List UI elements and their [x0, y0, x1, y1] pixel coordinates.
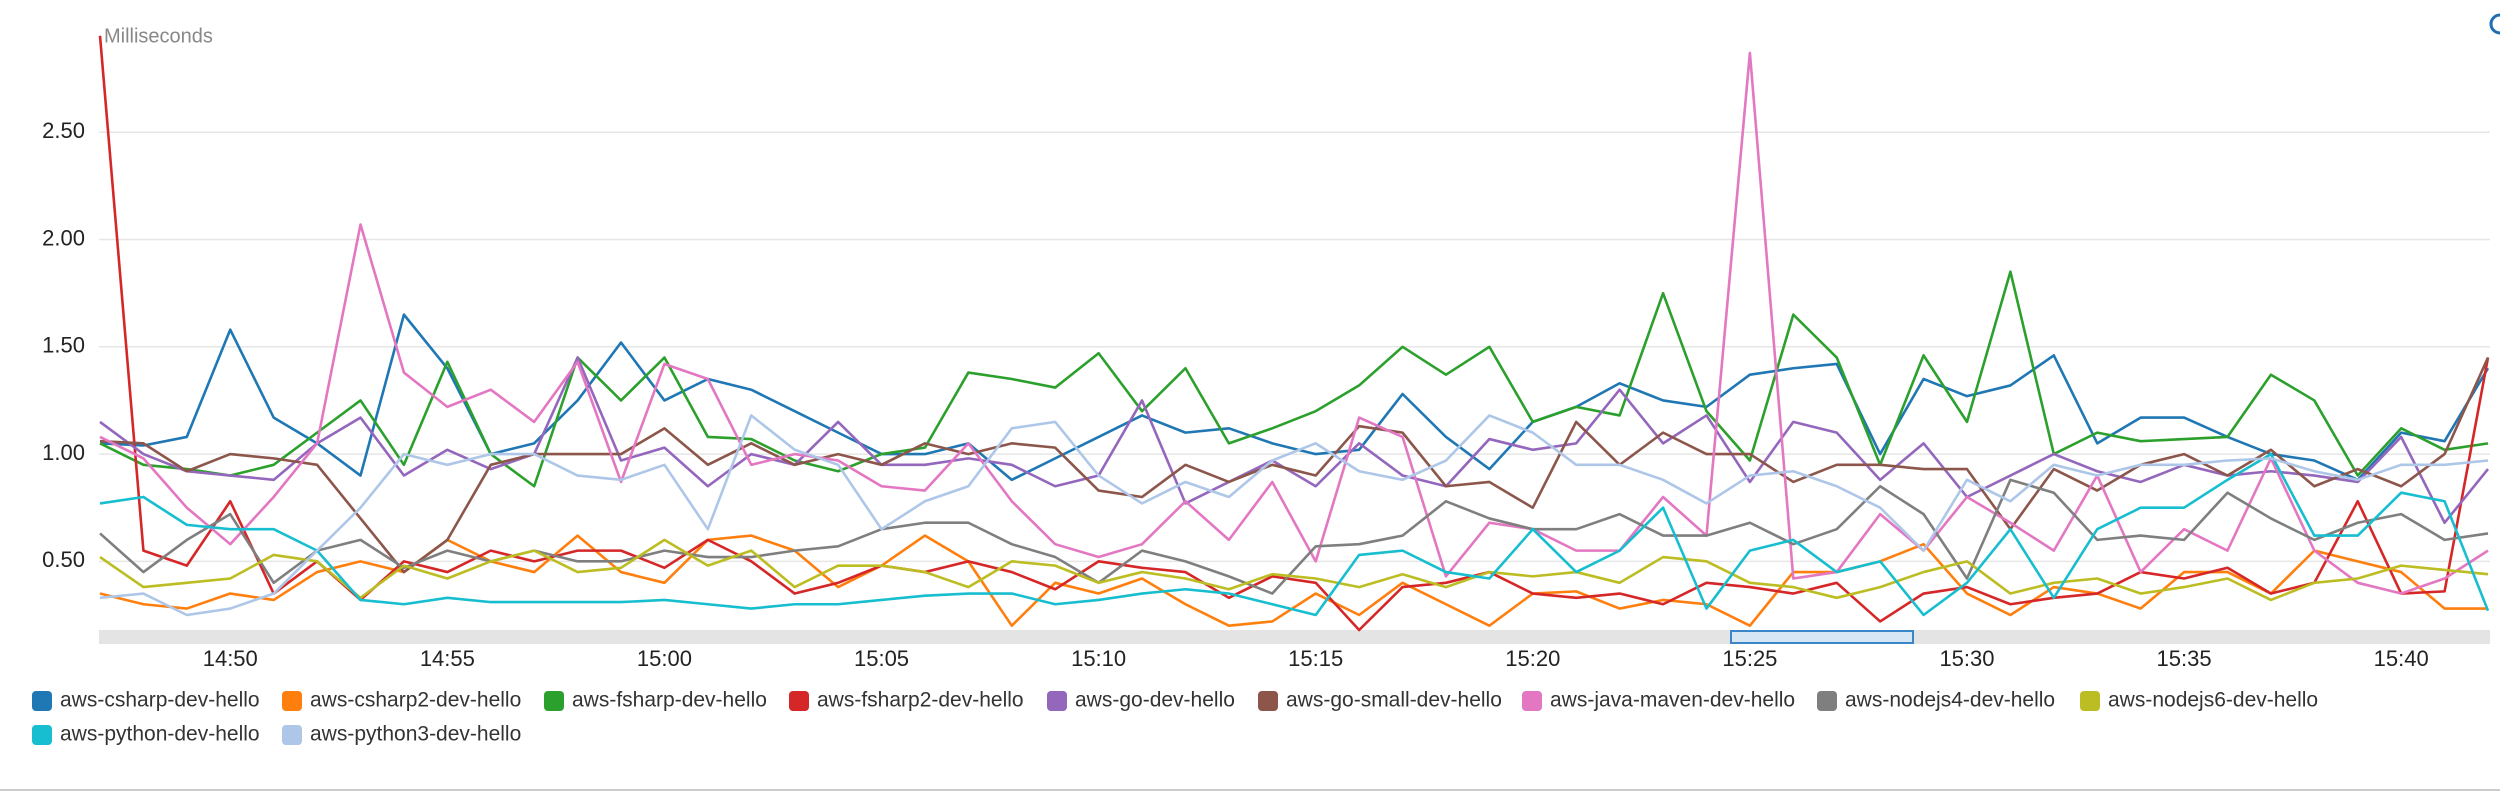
- x-tick-label: 15:00: [637, 646, 692, 671]
- y-tick-label: 0.50: [42, 547, 85, 572]
- legend-label: aws-nodejs6-dev-hello: [2108, 689, 2318, 712]
- y-tick-label: 1.50: [42, 333, 85, 358]
- legend-swatch: [1817, 691, 1837, 711]
- series-line: [99, 313, 2490, 482]
- x-tick-label: 15:10: [1071, 646, 1126, 671]
- scroll-track: [99, 630, 2490, 644]
- legend-label: aws-java-maven-dev-hello: [1550, 689, 1795, 712]
- series-line: [99, 452, 2490, 617]
- legend-label: aws-fsharp2-dev-hello: [817, 689, 1024, 712]
- legend-label: aws-go-small-dev-hello: [1286, 689, 1502, 712]
- x-tick-label: 14:50: [203, 646, 258, 671]
- series-line: [99, 538, 2489, 602]
- legend-label: aws-csharp2-dev-hello: [310, 689, 521, 712]
- legend-swatch: [1047, 691, 1067, 711]
- x-tick-label: 15:05: [854, 646, 909, 671]
- series-line: [99, 356, 2490, 525]
- legend-swatch: [2080, 691, 2100, 711]
- x-tick-label: 15:15: [1288, 646, 1343, 671]
- legend-label: aws-go-dev-hello: [1075, 689, 1235, 712]
- legend-label: aws-nodejs4-dev-hello: [1845, 689, 2055, 712]
- x-tick-label: 15:25: [1722, 646, 1777, 671]
- y-tick-label: 1.00: [42, 440, 85, 465]
- y-axis-label: Milliseconds: [104, 25, 213, 47]
- series-line: [98, 35, 2490, 632]
- y-tick-label: 2.00: [42, 225, 85, 250]
- background: [0, 13, 2500, 791]
- legend-label: aws-python-dev-hello: [60, 723, 260, 746]
- legend-swatch: [282, 691, 302, 711]
- x-tick-label: 15:35: [2157, 646, 2212, 671]
- legend-label: aws-fsharp-dev-hello: [572, 689, 767, 712]
- x-tick-label: 14:55: [420, 646, 475, 671]
- legend-swatch: [1522, 691, 1542, 711]
- x-tick-label: 15:30: [1939, 646, 1994, 671]
- legend-swatch: [32, 725, 52, 745]
- x-tick-label: 15:20: [1505, 646, 1560, 671]
- legend-label: aws-csharp-dev-hello: [60, 689, 260, 712]
- legend-label: aws-python3-dev-hello: [310, 723, 521, 746]
- series-line: [99, 51, 2489, 595]
- series-line: [99, 270, 2489, 488]
- series-line: [99, 534, 2488, 628]
- legend-swatch: [32, 691, 52, 711]
- settings-icon[interactable]: [2489, 13, 2500, 35]
- series-line: [99, 414, 2489, 617]
- scroll-handle[interactable]: [1730, 630, 1914, 644]
- y-tick-label: 2.50: [42, 118, 85, 143]
- legend-swatch: [1258, 691, 1278, 711]
- legend-swatch: [282, 725, 302, 745]
- legend-swatch: [544, 691, 564, 711]
- x-tick-label: 15:40: [2374, 646, 2429, 671]
- legend-swatch: [789, 691, 809, 711]
